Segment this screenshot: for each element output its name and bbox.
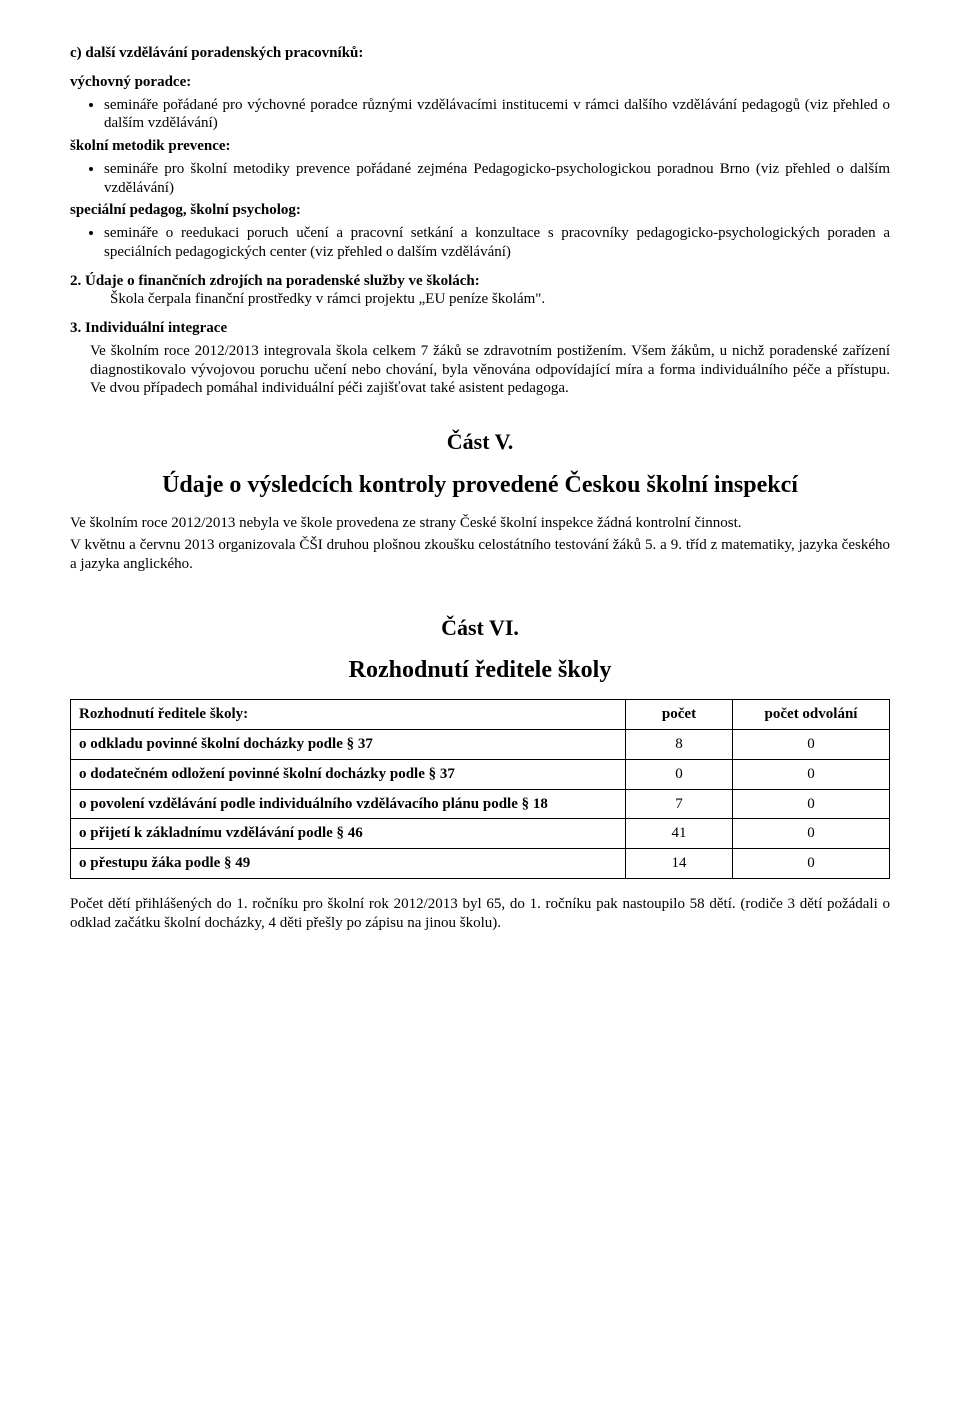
item-2-num: 2.	[70, 273, 81, 289]
sp-list: semináře o reedukaci poruch učení a prac…	[70, 224, 890, 262]
table-header-count: počet	[626, 700, 733, 730]
vp-list: semináře pořádané pro výchovné poradce r…	[70, 96, 890, 134]
part-v-title: Údaje o výsledcích kontroly provedené Če…	[70, 470, 890, 500]
section-c-heading: c) další vzdělávání poradenských pracovn…	[70, 44, 890, 63]
table-cell-count: 8	[626, 730, 733, 760]
part-vi-title: Rozhodnutí ředitele školy	[70, 655, 890, 685]
footer-paragraph: Počet dětí přihlášených do 1. ročníku pr…	[70, 895, 890, 933]
item-3: 3. Individuální integrace Ve školním roc…	[70, 319, 890, 398]
list-item: semináře pro školní metodiky prevence po…	[104, 160, 890, 198]
table-row: o dodatečném odložení povinné školní doc…	[71, 759, 890, 789]
list-item: semináře pořádané pro výchovné poradce r…	[104, 96, 890, 134]
item-3-body: Ve školním roce 2012/2013 integrovala šk…	[70, 342, 890, 398]
table-cell-appeals: 0	[733, 730, 890, 760]
item-3-title: Individuální integrace	[85, 320, 227, 336]
smp-label: školní metodik prevence:	[70, 137, 890, 156]
part-vi-label: Část VI.	[70, 614, 890, 642]
item-2: 2. Údaje o finančních zdrojích na porade…	[70, 272, 890, 310]
table-cell-appeals: 0	[733, 849, 890, 879]
table-cell-appeals: 0	[733, 759, 890, 789]
item-2-title: Údaje o finančních zdrojích na poradensk…	[85, 273, 480, 289]
table-cell-count: 0	[626, 759, 733, 789]
table-cell-appeals: 0	[733, 789, 890, 819]
table-cell-appeals: 0	[733, 819, 890, 849]
table-row: o přijetí k základnímu vzdělávání podle …	[71, 819, 890, 849]
part-v-label: Část V.	[70, 428, 890, 456]
table-cell-label: o odkladu povinné školní docházky podle …	[71, 730, 626, 760]
table-cell-label: o povolení vzdělávání podle individuální…	[71, 789, 626, 819]
table-row: o odkladu povinné školní docházky podle …	[71, 730, 890, 760]
part-v-p2: V květnu a červnu 2013 organizovala ČŠI …	[70, 536, 890, 574]
smp-list: semináře pro školní metodiky prevence po…	[70, 160, 890, 198]
table-cell-count: 41	[626, 819, 733, 849]
table-cell-label: o dodatečném odložení povinné školní doc…	[71, 759, 626, 789]
list-item: semináře o reedukaci poruch učení a prac…	[104, 224, 890, 262]
table-cell-label: o přijetí k základnímu vzdělávání podle …	[71, 819, 626, 849]
decisions-table: Rozhodnutí ředitele školy: počet počet o…	[70, 699, 890, 879]
table-cell-count: 7	[626, 789, 733, 819]
item-3-num: 3.	[70, 320, 81, 336]
table-row: o povolení vzdělávání podle individuální…	[71, 789, 890, 819]
item-2-body: Škola čerpala finanční prostředky v rámc…	[90, 290, 890, 309]
table-row: o přestupu žáka podle § 49 14 0	[71, 849, 890, 879]
table-cell-count: 14	[626, 849, 733, 879]
sp-label: speciální pedagog, školní psycholog:	[70, 201, 890, 220]
vp-label: výchovný poradce:	[70, 73, 890, 92]
table-header-label: Rozhodnutí ředitele školy:	[71, 700, 626, 730]
table-header-appeals: počet odvolání	[733, 700, 890, 730]
table-cell-label: o přestupu žáka podle § 49	[71, 849, 626, 879]
part-v-p1: Ve školním roce 2012/2013 nebyla ve škol…	[70, 514, 890, 533]
